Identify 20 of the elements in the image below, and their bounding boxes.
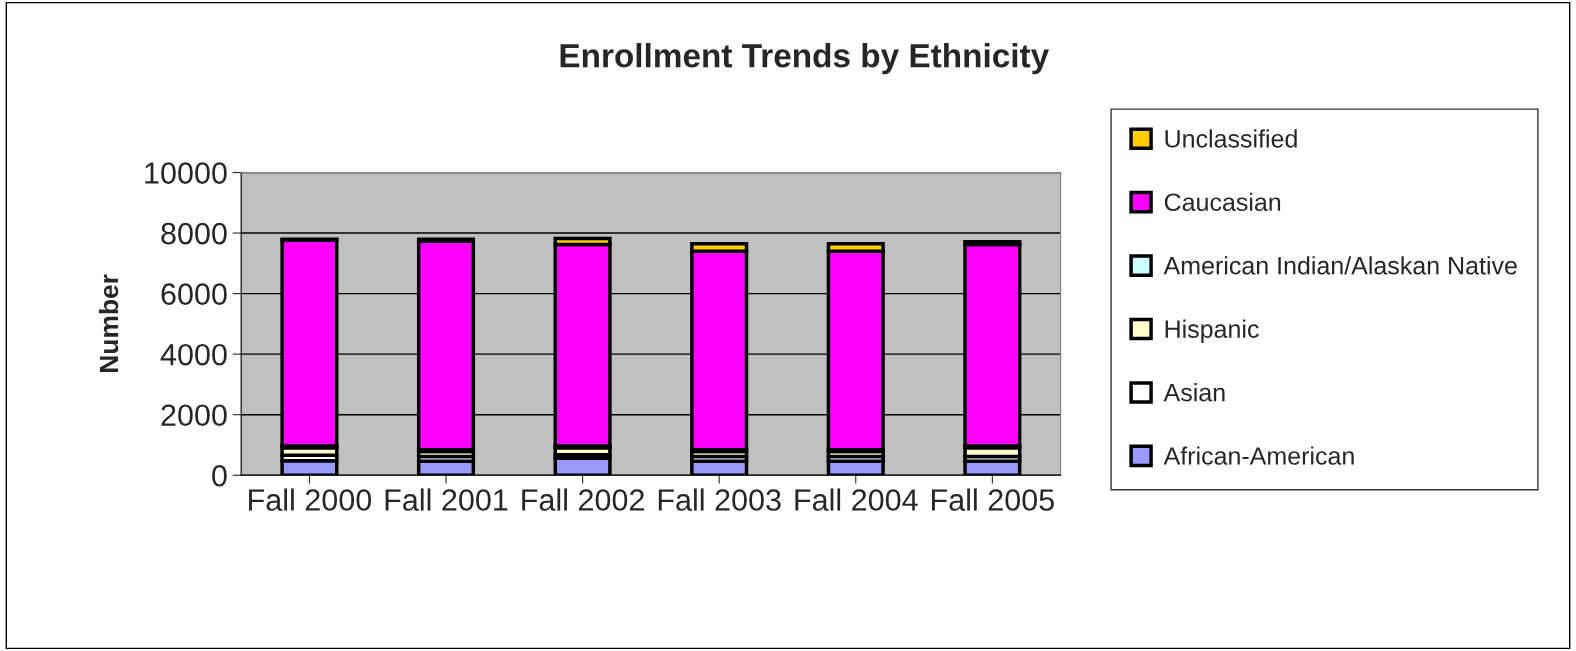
legend-label: Caucasian	[1164, 192, 1281, 212]
legend-label: Asian	[1163, 383, 1225, 402]
y-tick-label: 6000	[161, 283, 227, 305]
legend-label: American Indian/Alaskan Native	[1163, 256, 1517, 275]
x-tick-label: Fall 2000	[249, 488, 372, 511]
x-tick-label: Fall 2004	[795, 488, 918, 511]
y-tick-label: 8000	[161, 222, 227, 245]
legend-label: Hispanic	[1165, 319, 1259, 343]
legend-label: African-American	[1163, 446, 1354, 465]
x-tick-label: Fall 2001	[385, 488, 508, 511]
y-tick-label: 0	[212, 464, 227, 487]
chart-title: Enrollment Trends by Ethnicity	[560, 43, 1050, 75]
legend-label: Unclassified	[1165, 129, 1297, 148]
x-tick-label: Fall 2005	[932, 488, 1054, 511]
y-tick-label: 2000	[161, 404, 227, 427]
y-axis-title: Number	[98, 274, 119, 372]
y-tick-label: 4000	[160, 343, 227, 366]
x-tick-label: Fall 2003	[658, 488, 781, 511]
x-tick-label: Fall 2002	[522, 488, 644, 511]
y-tick-label: 10000	[145, 162, 227, 184]
